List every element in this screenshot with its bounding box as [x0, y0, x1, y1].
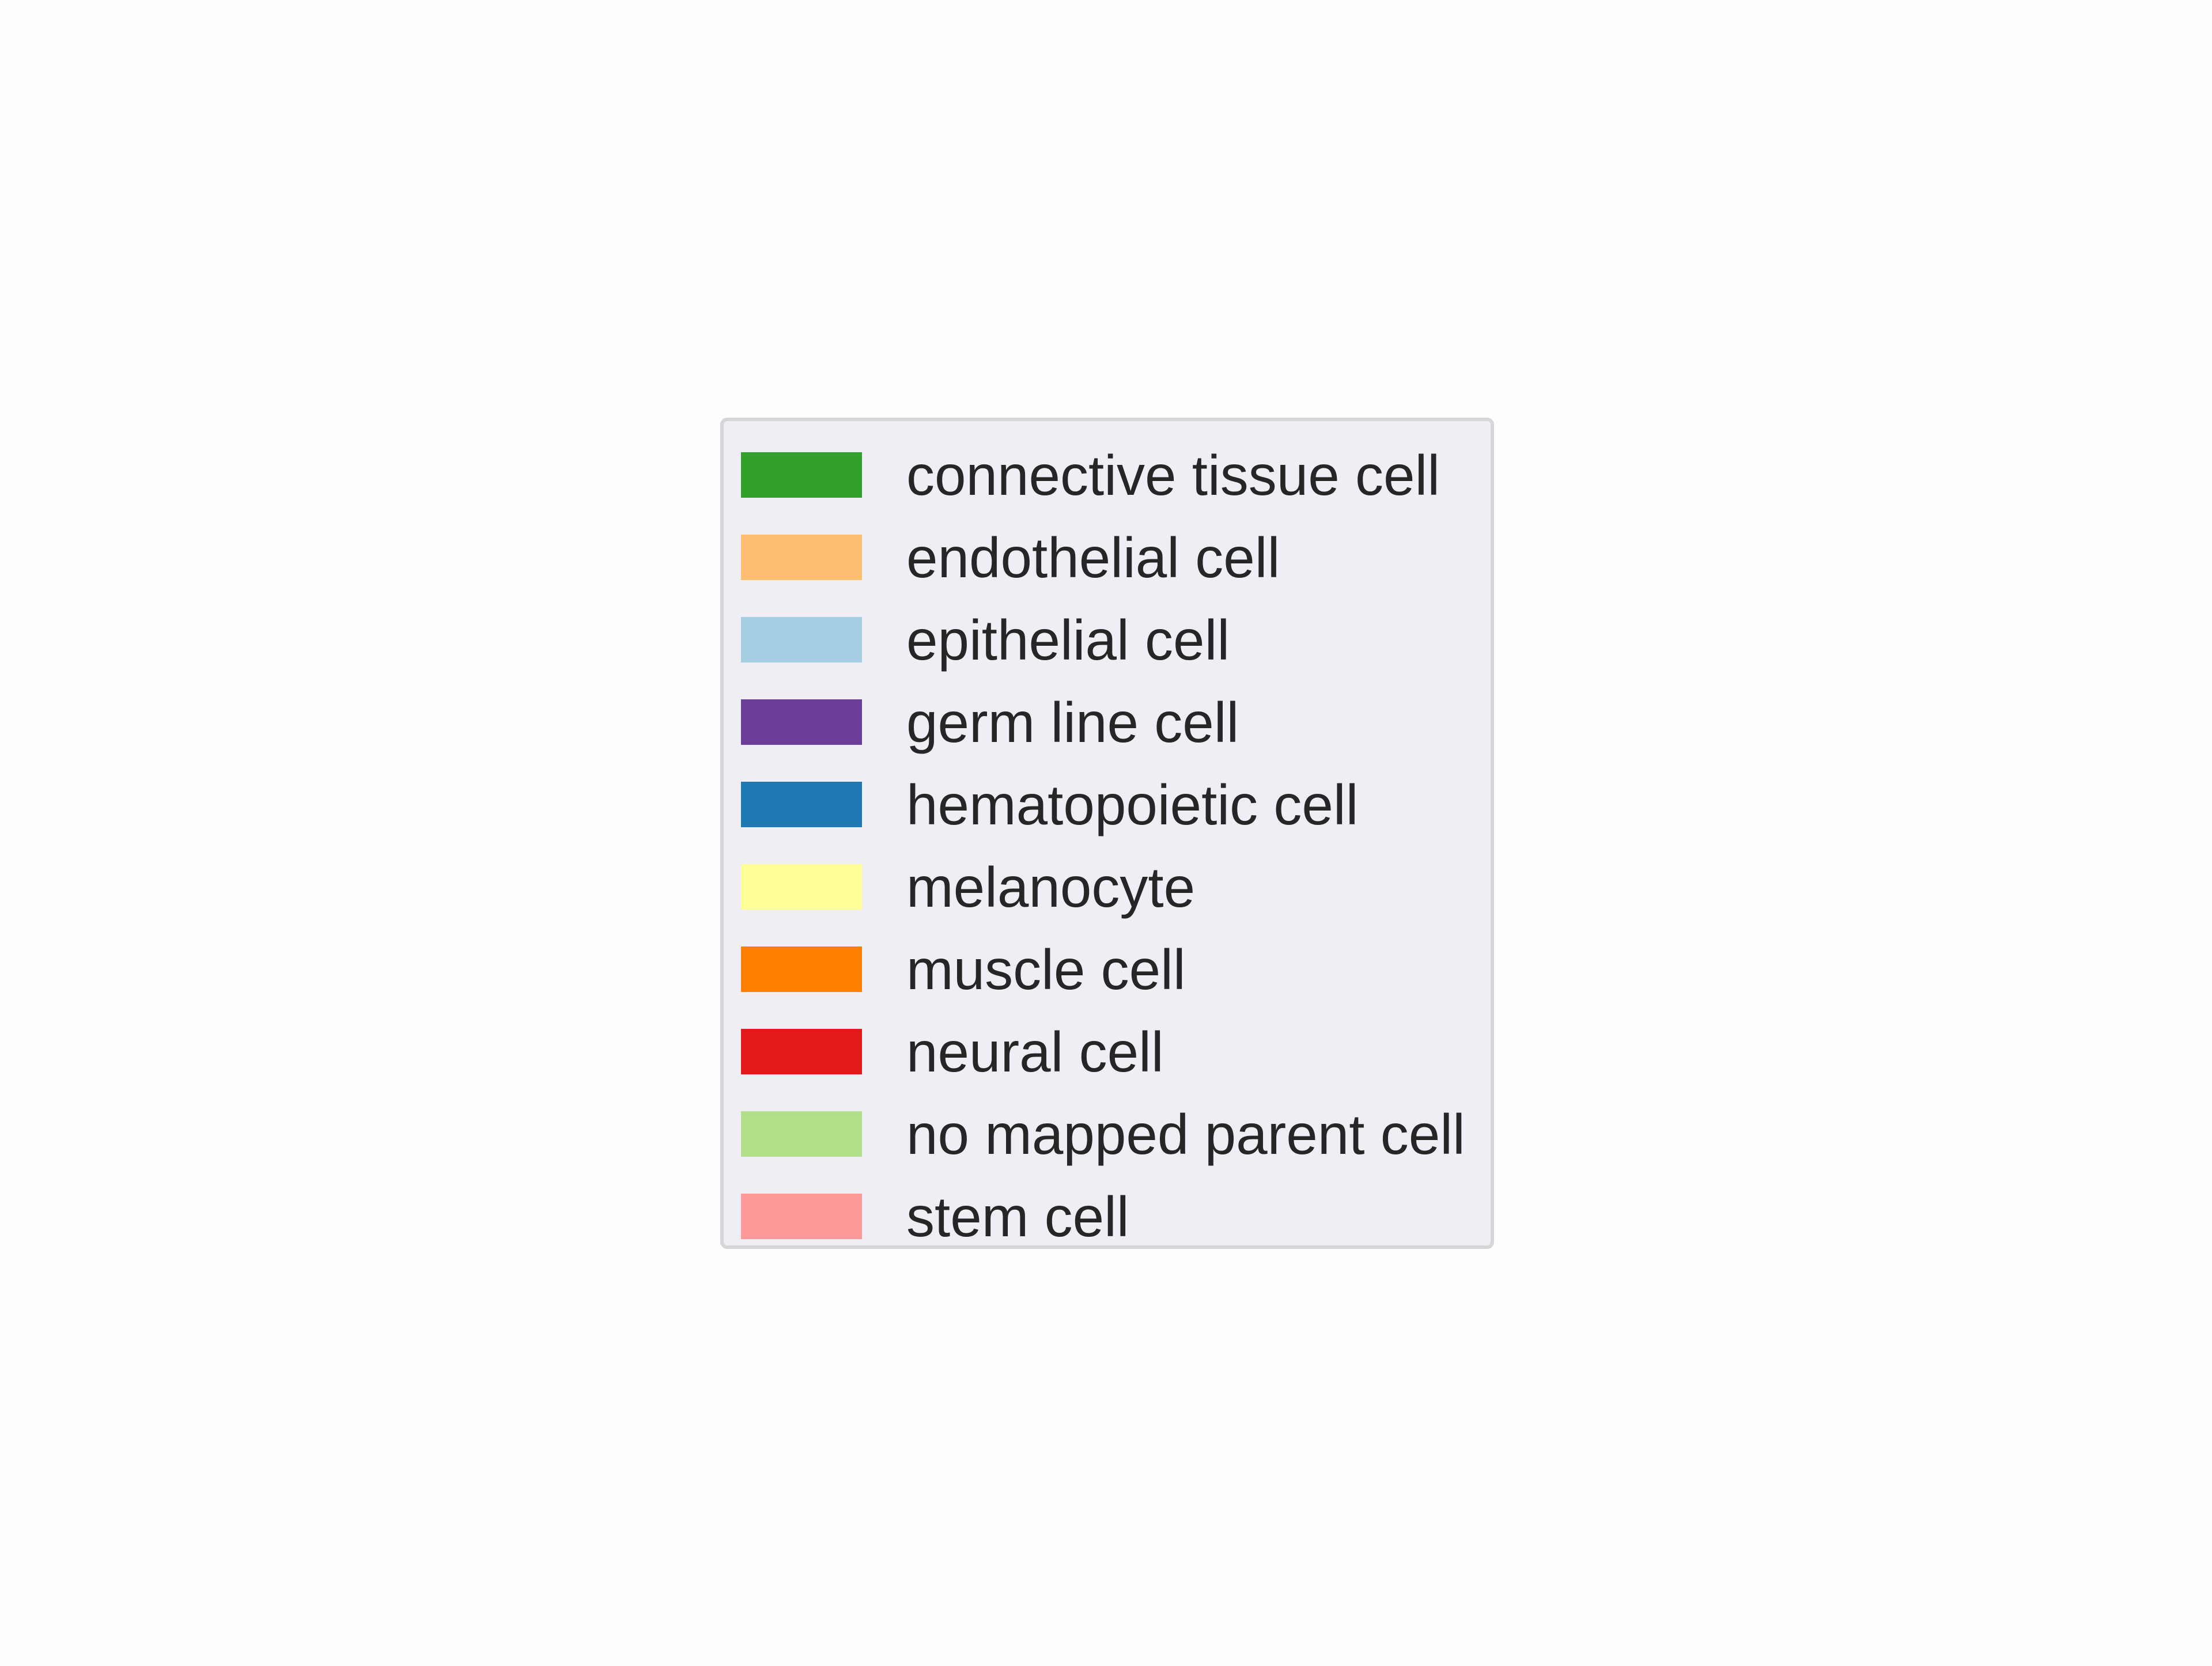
legend-label: melanocyte — [906, 855, 1196, 919]
legend-swatch — [741, 1111, 862, 1157]
legend-entry: hematopoietic cell — [741, 763, 1358, 846]
legend-swatch — [741, 1194, 862, 1239]
legend-label: hematopoietic cell — [906, 773, 1359, 836]
legend-swatch — [741, 452, 862, 498]
legend-entry: connective tissue cell — [741, 434, 1440, 516]
legend-label: muscle cell — [906, 937, 1186, 1001]
legend-swatch — [741, 782, 862, 827]
legend-swatch — [741, 617, 862, 662]
legend-label: connective tissue cell — [906, 443, 1440, 507]
legend-entry: germ line cell — [741, 681, 1239, 763]
legend-label: epithelial cell — [906, 608, 1230, 672]
legend-entry: epithelial cell — [741, 599, 1230, 681]
legend: connective tissue cell endothelial cell ep… — [720, 418, 1494, 1249]
legend-label: stem cell — [906, 1184, 1129, 1248]
legend-swatch — [741, 946, 862, 992]
legend-swatch — [741, 1029, 862, 1074]
legend-entry: stem cell — [741, 1175, 1129, 1258]
legend-swatch — [741, 864, 862, 910]
legend-label: germ line cell — [906, 690, 1239, 754]
legend-entry: neural cell — [741, 1010, 1164, 1093]
legend-entry: melanocyte — [741, 846, 1195, 928]
legend-swatch — [741, 699, 862, 745]
legend-entry: no mapped parent cell — [741, 1093, 1465, 1175]
legend-label: endothelial cell — [906, 525, 1280, 589]
legend-label: neural cell — [906, 1020, 1164, 1084]
legend-entry: endothelial cell — [741, 516, 1280, 599]
legend-label: no mapped parent cell — [906, 1102, 1465, 1166]
legend-entry: muscle cell — [741, 928, 1186, 1010]
legend-swatch — [741, 535, 862, 580]
